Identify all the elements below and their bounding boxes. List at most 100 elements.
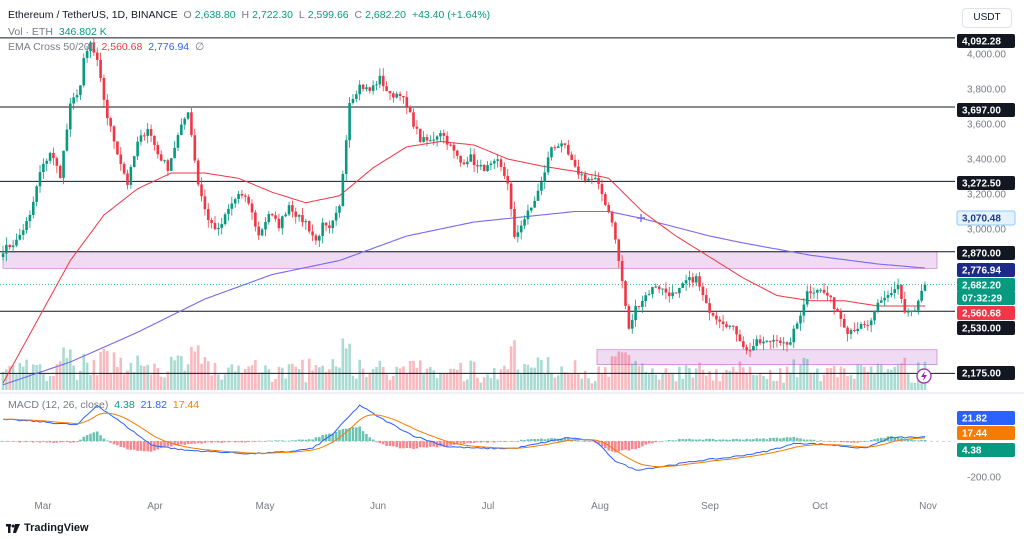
macd-hist-bar <box>65 441 69 443</box>
candle-body <box>381 75 385 87</box>
macd-hist-bar <box>116 441 119 446</box>
macd-hist-bar <box>15 441 18 442</box>
volume-bar <box>809 373 812 390</box>
macd-hist-bar <box>472 441 476 443</box>
macd-hist-bar <box>324 434 328 442</box>
candle-body <box>916 300 920 311</box>
macd-hist-bar <box>132 441 136 450</box>
macd-hist-bar <box>617 441 621 452</box>
macd-hist-bar <box>240 441 244 443</box>
candle-body <box>906 310 910 313</box>
candle-body <box>711 312 715 316</box>
candle-body <box>809 291 812 294</box>
volume-bar <box>213 362 217 390</box>
volume-bar <box>765 379 769 390</box>
volume-bar <box>641 363 644 390</box>
candle-body <box>704 295 708 304</box>
price-label-text: 3,697.00 <box>962 106 1001 117</box>
candle-body <box>590 178 594 180</box>
candle-body <box>779 340 782 343</box>
candle-body <box>853 329 856 332</box>
macd-hist-bar <box>785 437 789 442</box>
volume-bar <box>590 383 594 390</box>
macd-hist-bar <box>371 439 375 442</box>
candle-body <box>277 218 281 229</box>
macd-hist-bar <box>755 438 759 442</box>
macd-hist-bar <box>85 435 89 442</box>
macd-hist-bar <box>923 439 927 442</box>
candle-body <box>698 276 701 287</box>
macd-hist-bar <box>758 438 762 442</box>
macd-hist-bar <box>203 441 207 443</box>
macd-hist-bar <box>869 439 873 442</box>
volume-bar <box>274 379 277 390</box>
ema-label: EMA Cross 50/200 <box>8 41 96 53</box>
macd-hist-bar <box>459 441 462 444</box>
volume-bar <box>361 368 365 390</box>
macd-hist-bar <box>257 440 261 442</box>
volume-bar <box>540 359 543 390</box>
volume-bar <box>314 365 318 390</box>
macd-hist-bar <box>270 440 274 442</box>
y-tick-label: 4,000.00 <box>967 50 1006 61</box>
volume-bar <box>146 364 149 390</box>
volume-bar <box>25 359 28 390</box>
volume-bar <box>348 343 351 390</box>
macd-hist-bar <box>365 434 368 442</box>
candle-body <box>267 214 271 223</box>
volume-bar <box>711 380 715 390</box>
volume-bar <box>704 375 708 390</box>
candle-body <box>812 292 816 294</box>
macd-hist-bar <box>836 441 839 442</box>
candle-body <box>307 221 311 232</box>
macd-hist-bar <box>573 439 577 442</box>
candle-body <box>674 292 678 294</box>
volume-bar <box>429 367 432 390</box>
y-tick-label: -200.00 <box>967 473 1001 484</box>
macd-hist-bar <box>8 441 12 442</box>
macd-hist-bar <box>479 441 483 443</box>
candle-body <box>681 283 685 288</box>
volume-bar <box>556 375 560 390</box>
candle-body <box>75 95 79 98</box>
volume-bar <box>785 366 789 390</box>
candle-body <box>385 86 388 92</box>
volume-bar <box>513 340 516 390</box>
macd-hist-bar <box>358 426 361 442</box>
macd-hist-bar <box>486 441 489 443</box>
macd-hist-bar <box>149 441 153 452</box>
candle-body <box>92 42 96 53</box>
currency-button[interactable]: USDT <box>962 8 1012 28</box>
volume-bar <box>516 369 520 390</box>
candle-body <box>556 146 560 148</box>
macd-signal-line <box>2 412 926 468</box>
candle-body <box>479 164 483 167</box>
macd-hist-bar <box>610 441 614 452</box>
volume-bar <box>725 369 728 390</box>
volume-bar <box>906 374 910 390</box>
candle-body <box>476 165 479 167</box>
candle-body <box>196 160 200 185</box>
macd-hist-bar <box>916 440 920 442</box>
volume-bar <box>297 369 301 390</box>
macd-hist-bar <box>587 441 590 442</box>
macd-hist-bar <box>704 438 708 442</box>
macd-hist-bar <box>634 441 637 450</box>
candle-body <box>805 291 809 305</box>
volume-bar <box>560 366 563 390</box>
macd-hist-bar <box>503 441 506 442</box>
tradingview-logo: TradingView <box>6 522 89 534</box>
volume-bar <box>311 370 314 390</box>
ema200-line <box>2 210 926 386</box>
macd-hist-bar <box>139 441 143 451</box>
candle-body <box>395 93 399 98</box>
candle-body <box>859 324 863 329</box>
macd-hist-bar <box>338 430 341 442</box>
candle-body <box>378 75 382 85</box>
volume-bar <box>563 372 567 390</box>
candle-body <box>31 201 35 215</box>
macd-hist-bar <box>392 441 395 447</box>
candle-body <box>523 219 526 226</box>
candle-body <box>227 208 230 215</box>
